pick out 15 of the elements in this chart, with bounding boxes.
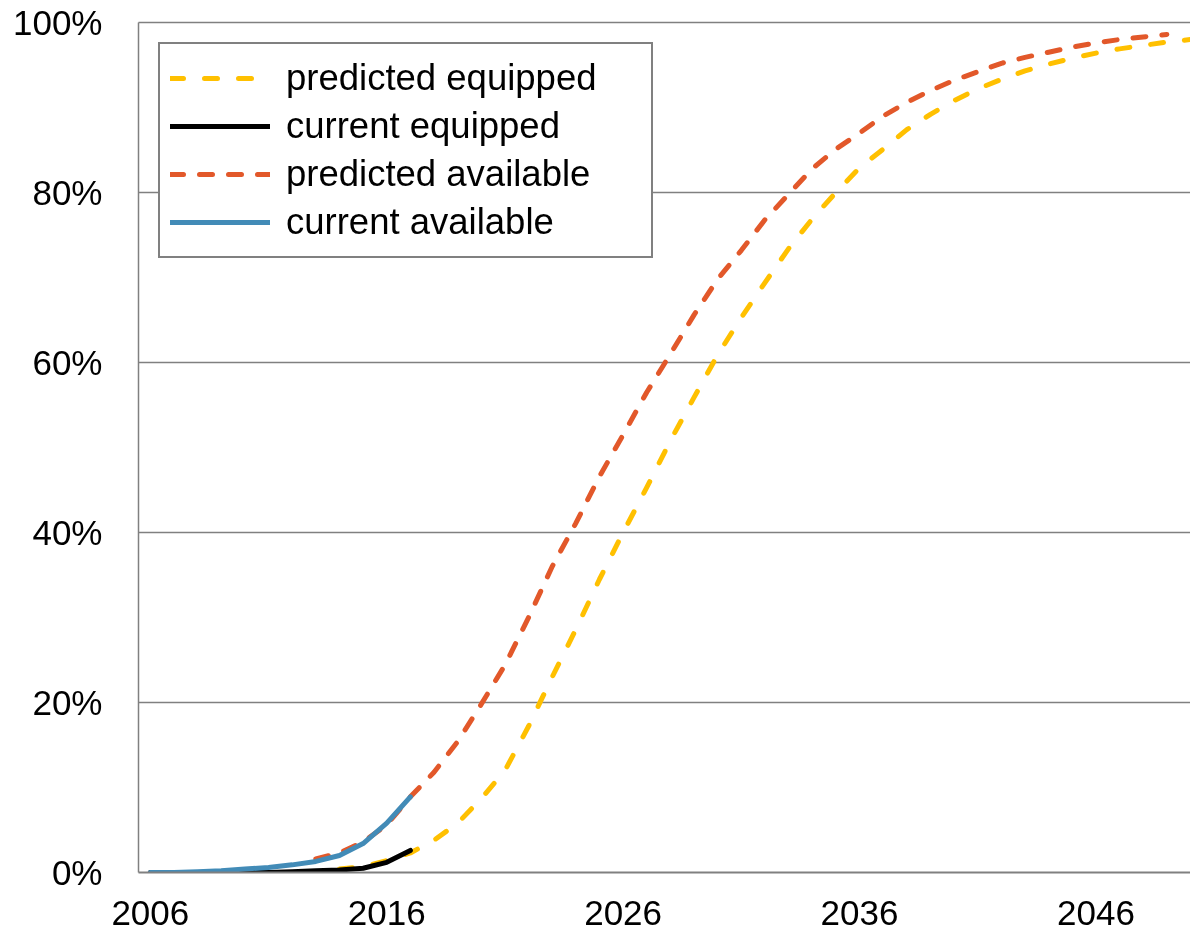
- y-tick-label: 60%: [32, 343, 103, 382]
- x-tick-label: 2036: [820, 892, 899, 932]
- legend-label: predicted available: [286, 152, 592, 196]
- legend-label: predicted equipped: [286, 56, 598, 100]
- y-tick-label: 0%: [51, 853, 103, 892]
- y-tick-label: 80%: [32, 173, 103, 212]
- y-tick-label: 100%: [12, 3, 103, 42]
- legend-label: current equipped: [286, 104, 561, 148]
- x-tick-label: 2006: [111, 892, 190, 932]
- x-tick-label: 2016: [347, 892, 426, 932]
- x-tick-label: 2046: [1057, 892, 1135, 932]
- legend-label: current available: [286, 200, 555, 244]
- y-tick-label: 40%: [32, 513, 103, 552]
- y-tick-label: 20%: [32, 683, 103, 722]
- x-tick-label: 2026: [584, 892, 663, 932]
